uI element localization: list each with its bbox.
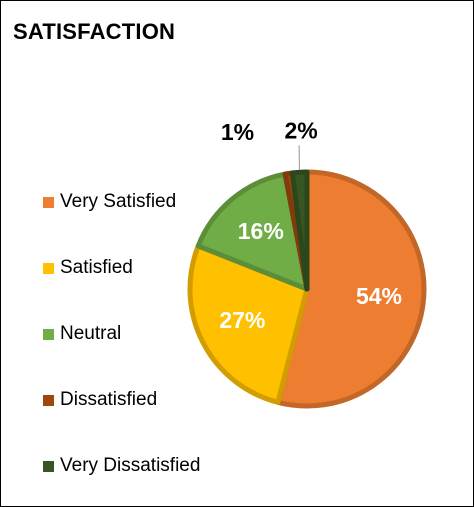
legend-swatch	[43, 461, 54, 472]
legend-label: Very Satisfied	[60, 191, 177, 212]
data-label-very-dissatisfied: 2%	[285, 117, 318, 143]
legend-label: Satisfied	[60, 257, 133, 278]
legend-label: Neutral	[60, 323, 122, 344]
data-label-satisfied: 27%	[219, 307, 265, 333]
legend-label: Dissatisfied	[60, 389, 158, 410]
data-label-neutral: 16%	[238, 218, 284, 244]
legend-swatch	[43, 329, 54, 340]
data-label-very-satisfied: 54%	[356, 283, 402, 309]
chart-title: SATISFACTION	[13, 19, 176, 44]
pie-slice-satisfied	[187, 243, 310, 405]
pie-slice-very-satisfied	[275, 169, 427, 409]
legend-swatch	[43, 395, 54, 406]
data-label-dissatisfied: 1%	[221, 119, 254, 145]
pie-slice-neutral	[195, 171, 310, 292]
pie-slice-very-dissatisfied	[289, 169, 310, 292]
legend-label: Very Dissatisfied	[60, 455, 201, 476]
legend-swatch	[43, 197, 54, 208]
legend-swatch	[43, 263, 54, 274]
